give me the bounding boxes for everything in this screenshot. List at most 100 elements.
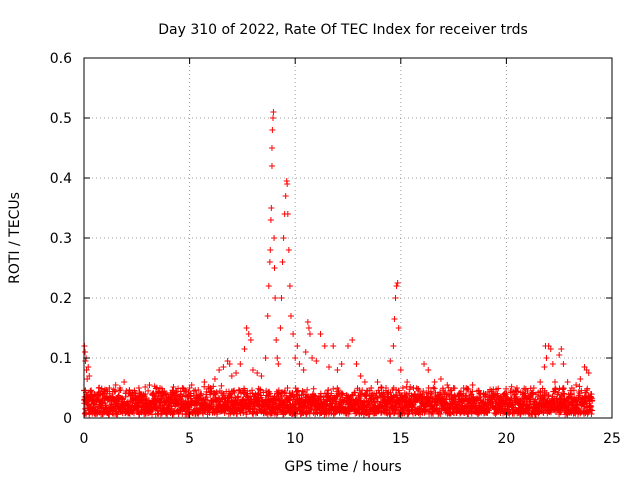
data-point [302, 349, 309, 355]
data-point-background [463, 392, 470, 399]
data-point-background [325, 387, 332, 394]
data-point [142, 391, 149, 397]
data-point-background [313, 408, 320, 415]
data-point-background [132, 390, 139, 397]
data-point [243, 325, 250, 331]
data-point-background [285, 396, 292, 403]
data-point [292, 355, 299, 361]
data-point-background [200, 410, 207, 417]
data-point-background [186, 406, 193, 413]
data-point [190, 388, 197, 394]
data-point-background [328, 390, 335, 397]
data-point [475, 388, 482, 394]
data-point-background [447, 387, 454, 394]
data-point-background [116, 387, 123, 394]
data-point-background [436, 410, 443, 417]
data-point [321, 343, 328, 349]
data-point [469, 382, 476, 388]
data-point-background [508, 383, 515, 390]
y-tick-label: 0.3 [50, 231, 72, 247]
data-point-background [253, 409, 260, 416]
data-point-background [378, 384, 385, 391]
data-point-background [310, 385, 317, 392]
data-point [410, 385, 417, 391]
y-tick-label: 0.4 [50, 171, 72, 187]
data-point-background [275, 387, 282, 394]
data-point-background [358, 391, 365, 398]
data-point [357, 373, 364, 379]
data-point-background [338, 391, 345, 398]
data-point [267, 217, 274, 223]
data-point [268, 205, 275, 211]
data-point [390, 343, 397, 349]
data-point-background [254, 410, 261, 417]
data-point [165, 394, 172, 400]
data-point [87, 388, 94, 394]
data-point-background [195, 386, 202, 393]
data-point-background [545, 392, 552, 399]
data-point-background [249, 390, 256, 397]
data-point [374, 379, 381, 385]
data-point [507, 388, 514, 394]
data-point-background [552, 386, 559, 393]
data-point [279, 259, 286, 265]
data-point-background [258, 397, 265, 404]
data-point [537, 379, 544, 385]
data-point [387, 358, 394, 364]
data-point [313, 358, 320, 364]
data-point-background [550, 398, 557, 405]
data-point [368, 385, 375, 391]
data-point [129, 391, 136, 397]
data-point [520, 391, 527, 397]
data-point [157, 385, 164, 391]
data-point [271, 235, 278, 241]
x-axis-label: GPS time / hours [284, 459, 401, 475]
data-point-background [130, 410, 137, 417]
data-point-background [252, 403, 259, 410]
data-point-background [371, 400, 378, 407]
data-point [267, 247, 274, 253]
data-point-background [172, 389, 179, 396]
data-point-background [492, 411, 499, 418]
chart-title: Day 310 of 2022, Rate Of TEC Index for r… [158, 22, 528, 38]
data-point [266, 259, 273, 265]
data-point-background [354, 400, 361, 407]
data-point [494, 394, 501, 400]
data-point [233, 370, 240, 376]
data-point-background [213, 389, 220, 396]
data-point-background [437, 411, 444, 418]
data-point-background [218, 382, 225, 389]
data-point [456, 391, 463, 397]
data-point [421, 361, 428, 367]
data-point [82, 349, 89, 355]
data-point [325, 364, 332, 370]
data-point-background [304, 386, 311, 393]
data-point [268, 163, 275, 169]
data-point [226, 361, 233, 367]
data-point [296, 361, 303, 367]
data-point-background [168, 405, 175, 412]
data-point-background [495, 385, 502, 392]
data-point-background [112, 388, 119, 395]
data-point-background [228, 394, 235, 401]
data-point-background [437, 389, 444, 396]
data-point [258, 373, 265, 379]
data-point [197, 391, 204, 397]
data-point [272, 295, 279, 301]
data-point [556, 352, 563, 358]
y-axis-label: ROTI / TECUs [7, 192, 23, 284]
data-point [444, 382, 451, 388]
y-tick-label: 0.2 [50, 291, 72, 307]
data-point-background [412, 390, 419, 397]
data-point [437, 376, 444, 382]
data-point [305, 325, 312, 331]
x-tick-label: 20 [497, 431, 515, 447]
data-point [116, 385, 123, 391]
data-point [82, 358, 89, 364]
data-point [282, 193, 289, 199]
data-point-background [284, 384, 291, 391]
data-point [237, 361, 244, 367]
data-point-background [530, 390, 537, 397]
data-point [123, 388, 130, 394]
